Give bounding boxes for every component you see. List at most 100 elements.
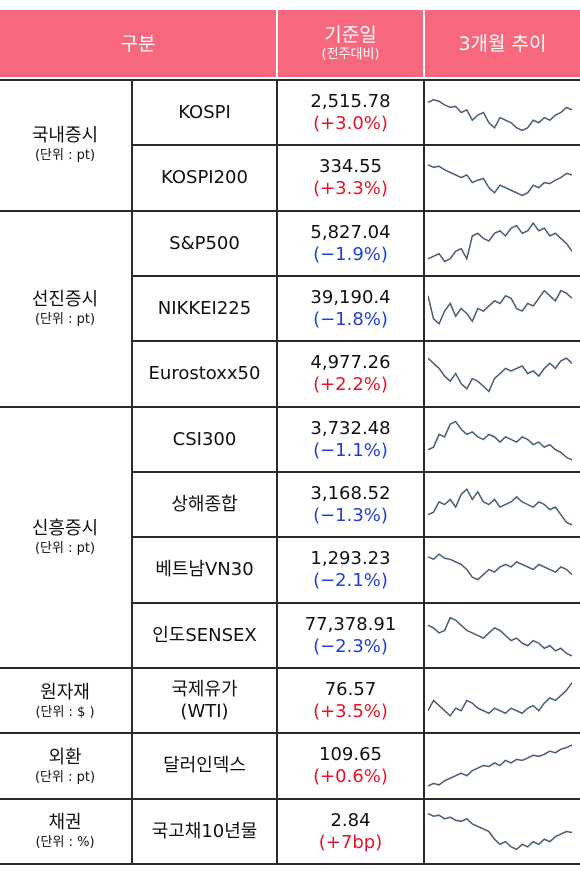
sparkline-path	[428, 682, 572, 717]
row-name: 국제유가 (WTI)	[133, 668, 276, 733]
row-name: S&P500	[133, 211, 276, 276]
row-name: KOSPI	[133, 80, 276, 145]
row-name-text: 상해종합	[171, 493, 238, 515]
row-value-cell: 334.55 (+3.3%)	[278, 145, 423, 210]
row-value: 4,977.26	[310, 351, 391, 373]
row-value-cell: 5,827.04 (−1.9%)	[278, 211, 423, 276]
sparkline-path	[428, 812, 572, 851]
divider-horizontal	[0, 863, 580, 865]
row-value-cell: 109.65 (+0.6%)	[278, 733, 423, 798]
group-unit: (단위 : pt)	[34, 769, 96, 785]
row-name: 달러인덱스	[133, 733, 276, 798]
row-value-cell: 39,190.4 (−1.8%)	[278, 276, 423, 341]
header-trend: 3개월 추이	[425, 10, 580, 77]
row-change: (+3.3%)	[313, 177, 388, 199]
group-unit: (단위 : pt)	[34, 148, 96, 163]
row-value: 77,378.91	[304, 613, 397, 635]
row-name-text: (WTI)	[180, 700, 229, 722]
divider-horizontal	[133, 144, 580, 146]
sparkline-path	[428, 420, 572, 461]
header-trend-label: 3개월 추이	[458, 32, 547, 55]
row-value-cell: 3,732.48 (−1.1%)	[278, 407, 423, 472]
trend-sparkline	[428, 289, 572, 326]
row-change: (−1.1%)	[313, 439, 388, 461]
row-value-cell: 77,378.91 (−2.3%)	[278, 603, 423, 668]
divider-horizontal	[133, 340, 580, 342]
sparkline-path	[428, 487, 572, 526]
row-name: 베트남VN30	[133, 537, 276, 602]
sparkline-path	[428, 553, 572, 581]
divider-horizontal	[133, 275, 580, 277]
header-date: 기준일 (전주대비)	[278, 10, 423, 77]
row-name-text: KOSPI	[178, 101, 231, 123]
row-name: Eurostoxx50	[133, 341, 276, 406]
sparkline-path	[428, 744, 572, 787]
sparkline-path	[428, 221, 572, 263]
trend-sparkline	[428, 682, 572, 717]
row-name-text: 인도SENSEX	[152, 624, 257, 646]
row-value: 1,293.23	[310, 547, 391, 569]
group-name: 국내증시	[31, 125, 99, 146]
row-change: (+0.6%)	[313, 765, 388, 787]
sparkline-path	[428, 99, 572, 132]
row-name: KOSPI200	[133, 145, 276, 210]
sparkline-path	[428, 616, 572, 657]
trend-sparkline	[428, 812, 572, 851]
group-name: 채권	[48, 811, 82, 833]
row-name-text: 달러인덱스	[163, 754, 246, 776]
row-value-cell: 76.57 (+3.5%)	[278, 668, 423, 733]
group-unit: (단위 : pt)	[34, 541, 96, 556]
row-value: 109.65	[319, 743, 382, 765]
group-domestic: 국내증시 (단위 : pt)	[0, 80, 130, 210]
header-category: 구분	[0, 10, 276, 77]
group-unit: (단위 : $ )	[35, 704, 95, 720]
row-name: 상해종합	[133, 472, 276, 537]
sparkline-path	[428, 357, 572, 393]
row-name-text: 국고채10년물	[151, 820, 258, 842]
trend-sparkline	[428, 553, 572, 581]
group-name: 원자재	[40, 681, 90, 703]
row-change: (−1.3%)	[313, 504, 388, 526]
row-name-text: KOSPI200	[161, 166, 248, 188]
row-name-text: 베트남VN30	[155, 558, 254, 580]
row-value: 2,515.78	[310, 90, 391, 112]
row-change: (−2.1%)	[313, 569, 388, 591]
row-value: 3,168.52	[310, 482, 391, 504]
group-commodities: 원자재 (단위 : $ )	[0, 669, 130, 734]
row-value: 2.84	[330, 809, 371, 831]
divider-horizontal	[0, 732, 580, 734]
row-value-cell: 1,293.23 (−2.1%)	[278, 537, 423, 602]
sparkline-path	[428, 164, 572, 197]
row-name: 국고채10년물	[133, 799, 276, 864]
divider-horizontal	[0, 79, 580, 81]
divider-vertical-value	[423, 80, 425, 864]
row-name-text: NIKKEI225	[157, 297, 252, 319]
row-name-text: CSI300	[172, 428, 237, 450]
row-value: 3,732.48	[310, 417, 391, 439]
divider-horizontal	[0, 406, 580, 408]
divider-horizontal	[133, 471, 580, 473]
header-category-label: 구분	[120, 32, 156, 55]
trend-sparkline	[428, 487, 572, 526]
trend-sparkline	[428, 616, 572, 657]
row-value-cell: 2,515.78 (+3.0%)	[278, 80, 423, 145]
row-name: 인도SENSEX	[133, 603, 276, 668]
row-value-cell: 4,977.26 (+2.2%)	[278, 341, 423, 406]
row-change: (+3.0%)	[313, 112, 388, 134]
header-date-subtitle: (전주대비)	[321, 46, 380, 62]
sparkline-path	[428, 289, 572, 326]
row-name: NIKKEI225	[133, 276, 276, 341]
trend-sparkline	[428, 99, 572, 132]
group-name: 선진증시	[31, 288, 99, 310]
divider-horizontal	[0, 667, 580, 669]
row-change: (−1.9%)	[313, 243, 388, 265]
row-change: (−2.3%)	[313, 635, 388, 657]
group-emerging: 신흥증시 (단위 : pt)	[0, 407, 130, 669]
group-developed: 선진증시 (단위 : pt)	[0, 210, 130, 407]
group-bonds: 채권 (단위 : %)	[0, 799, 130, 864]
trend-sparkline	[428, 221, 572, 263]
divider-vertical-name	[276, 80, 278, 864]
row-value-cell: 2.84 (+7bp)	[278, 799, 423, 864]
divider-horizontal	[0, 210, 580, 212]
